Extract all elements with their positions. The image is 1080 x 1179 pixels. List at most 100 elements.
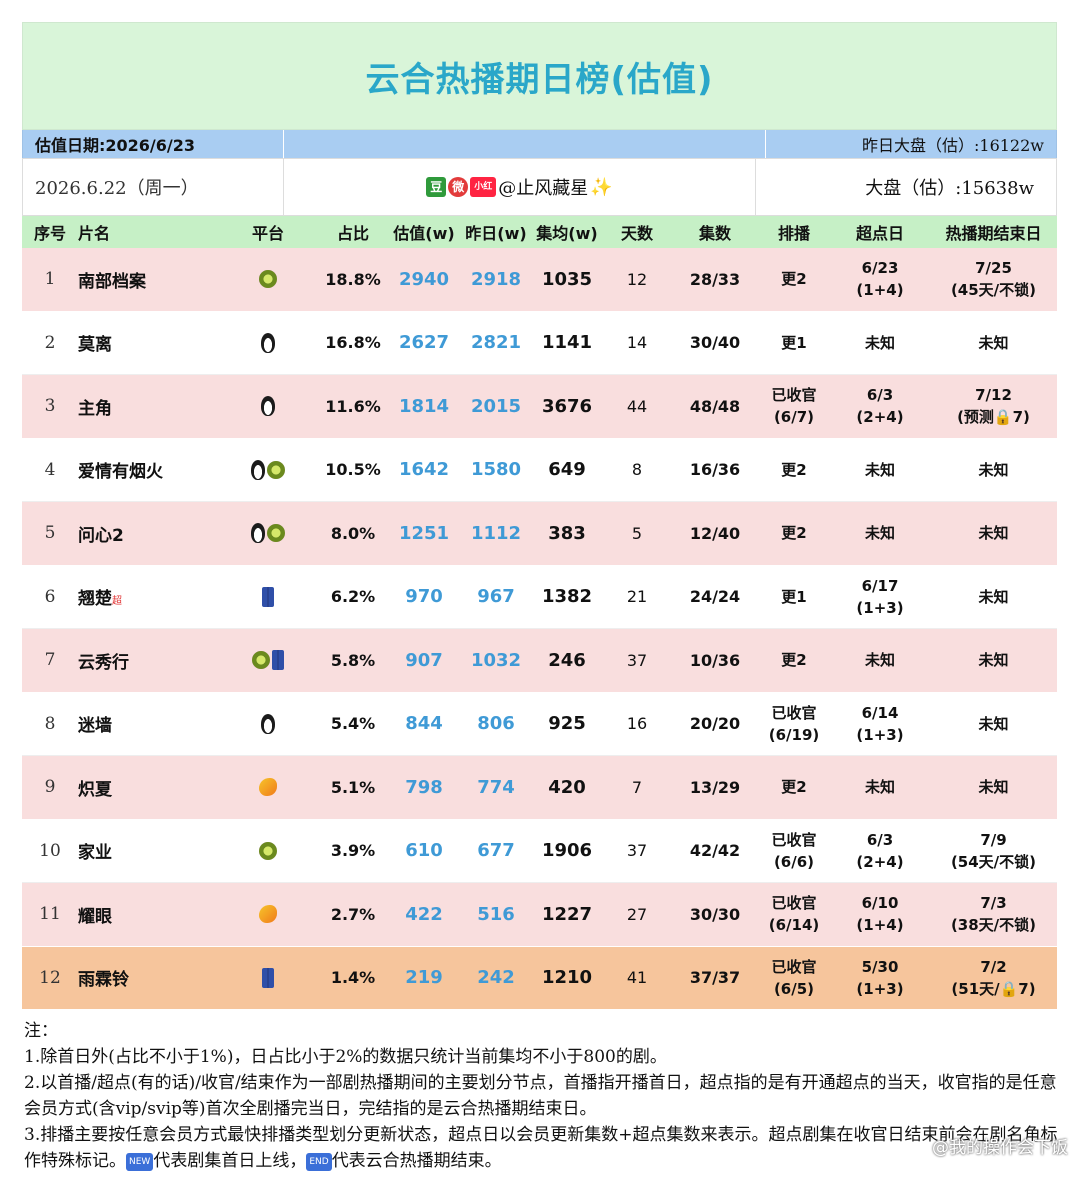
peak-day-line: 6/10: [861, 894, 899, 913]
jeans-platform-icon: [272, 650, 284, 671]
drama-title: 翘楚: [78, 589, 112, 610]
schedule-status: 已收官 (6/14): [758, 892, 830, 936]
col-platform: 平台: [251, 224, 284, 243]
platform-icons: [218, 778, 318, 797]
end-day-line: 未知: [978, 714, 1009, 733]
peak-day: 6/17 (1+3): [830, 575, 930, 619]
peak-day-line: 6/3: [866, 830, 894, 849]
penguin-platform-icon: [261, 713, 275, 734]
table-row: 9 炽夏 5.1% 798 774 420 7 13/29 更2 未知 未知: [22, 756, 1057, 820]
drama-title-cell: 家业: [78, 838, 218, 863]
xiaohongshu-icon: 小红书: [470, 177, 497, 212]
estimate-value: 970: [405, 586, 443, 608]
end-day: 未知: [930, 776, 1057, 798]
schedule-status: 已收官 (6/5): [758, 956, 830, 1000]
peak-day: 未知: [830, 776, 930, 798]
douban-icon: 豆: [426, 177, 447, 197]
episodes-value: 28/33: [689, 269, 741, 289]
end-day: 未知: [930, 459, 1057, 481]
new-tag-icon: NEW: [126, 1152, 154, 1171]
episodes-value: 10/36: [689, 650, 741, 670]
platform-icons: [218, 459, 318, 480]
col-title: 片名: [78, 224, 111, 243]
peak-day-line: (2+4): [856, 852, 904, 871]
end-day-line: 7/3: [980, 894, 1007, 913]
share-value: 5.1%: [330, 777, 376, 797]
drama-title: 主角: [78, 398, 112, 419]
schedule-status-line: 更2: [781, 270, 807, 289]
schedule-status-line: 更2: [781, 460, 807, 479]
schedule-status: 更2: [758, 649, 830, 671]
platform-icons: [218, 713, 318, 734]
days-value: 41: [626, 968, 648, 988]
platform-icons: [218, 523, 318, 544]
end-day: 7/9 (54天/不锁): [930, 829, 1057, 873]
col-peak-day: 超点日: [855, 224, 904, 243]
yesterday-value: 806: [477, 713, 515, 735]
schedule-status: 已收官 (6/7): [758, 384, 830, 428]
peak-day-line: (1+4): [856, 281, 904, 300]
kiwi-platform-icon: [252, 651, 270, 670]
estimate-value: 1642: [398, 459, 450, 481]
drama-title: 莫离: [78, 335, 112, 356]
share-value: 3.9%: [330, 841, 376, 861]
page-title: 云合热播期日榜(估值): [365, 59, 714, 100]
estimate-value: 2940: [398, 268, 450, 290]
yesterday-value: 967: [477, 586, 515, 608]
schedule-status: 更1: [758, 332, 830, 354]
drama-title: 炽夏: [78, 779, 112, 800]
estimate-value: 219: [405, 967, 443, 989]
table-row: 12 雨霖铃 1.4% 219 242 1210 41 37/37 已收官 (6/5) 5/30 (1…: [22, 946, 1057, 1010]
note-3a: 3.排播主要按任意会员方式最快排播类型划分更新状态，超点日以会员更新集数+超点集…: [24, 1125, 1058, 1171]
episodes-value: 16/36: [689, 460, 741, 480]
schedule-status-line: 已收官: [771, 703, 817, 722]
end-day: 未知: [930, 522, 1057, 544]
drama-title: 南部档案: [78, 271, 146, 292]
schedule-status: 更1: [758, 586, 830, 608]
share-value: 11.6%: [325, 396, 381, 416]
peak-day-line: 6/17: [861, 576, 899, 595]
drama-title-cell: 云秀行: [78, 648, 218, 673]
rank-number: 7: [44, 650, 56, 671]
peak-day: 6/14 (1+3): [830, 702, 930, 746]
drama-title-cell: 翘楚超: [78, 584, 218, 609]
schedule-status-line: 更1: [781, 333, 807, 352]
schedule-status: 更2: [758, 776, 830, 798]
end-day-line: (54天/不锁): [950, 852, 1037, 871]
col-schedule: 排播: [777, 224, 810, 243]
platform-icons: [218, 332, 318, 353]
table-row: 8 迷墙 5.4% 844 806 925 16 20/20 已收官 (6/19) 6/14 (1+3…: [22, 692, 1057, 756]
end-day-line: 7/2: [980, 957, 1007, 976]
peak-day: 6/10 (1+4): [830, 892, 930, 936]
peak-day: 6/3 (2+4): [830, 384, 930, 428]
peak-day: 未知: [830, 459, 930, 481]
schedule-status: 已收官 (6/19): [758, 702, 830, 746]
drama-title-cell: 莫离: [78, 330, 218, 355]
schedule-status-line: 更2: [781, 651, 807, 670]
schedule-status-line: (6/6): [773, 852, 815, 871]
episode-avg-value: 1141: [541, 332, 593, 354]
peak-marker-badge: 超: [112, 596, 122, 608]
rank-number: 10: [39, 840, 61, 861]
yesterday-value: 516: [477, 903, 515, 925]
days-value: 8: [631, 460, 643, 480]
schedule-status-line: 更1: [781, 587, 807, 606]
end-day: 7/2 (51天/🔒7): [930, 956, 1057, 1000]
days-value: 37: [626, 650, 648, 670]
estimate-value: 907: [405, 649, 443, 671]
drama-title-cell: 爱情有烟火: [78, 457, 218, 482]
yesterday-value: 677: [477, 840, 515, 862]
peak-day-line: 未知: [864, 524, 895, 543]
episode-avg-value: 246: [548, 649, 586, 671]
sparkle-icon: ✨: [590, 176, 613, 198]
drama-title-cell: 问心2: [78, 521, 218, 546]
end-day: 未知: [930, 649, 1057, 671]
jeans-platform-icon: [262, 586, 274, 607]
end-day-line: 未知: [978, 460, 1009, 479]
estimate-value: 1814: [398, 395, 450, 417]
title-band: 云合热播期日榜(估值): [22, 22, 1057, 130]
drama-title: 爱情有烟火: [78, 462, 163, 483]
kiwi-platform-icon: [259, 270, 277, 289]
episode-avg-value: 649: [548, 459, 586, 481]
episode-avg-value: 420: [548, 776, 586, 798]
